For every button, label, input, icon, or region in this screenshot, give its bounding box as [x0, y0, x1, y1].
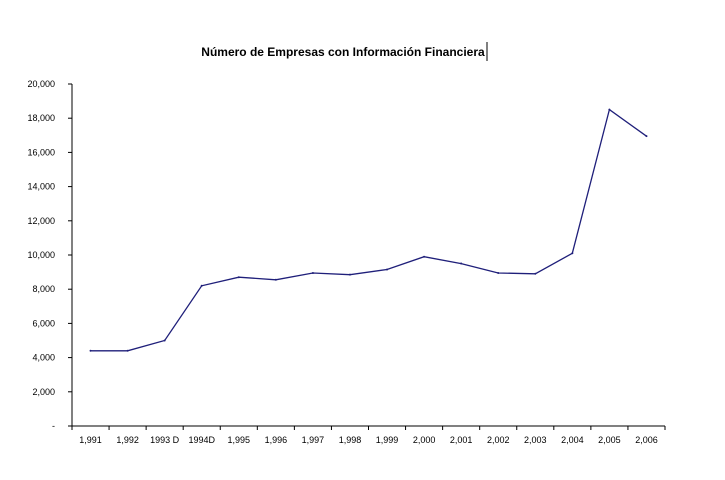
- data-point: [274, 278, 277, 281]
- x-tick-label: 2,006: [635, 435, 658, 445]
- y-tick-label: 20,000: [27, 79, 55, 89]
- x-tick-label: 1,997: [302, 435, 325, 445]
- data-point: [163, 339, 166, 342]
- x-tick-label: 2,000: [413, 435, 436, 445]
- x-tick-label: 2,002: [487, 435, 510, 445]
- y-tick-label: -: [52, 421, 55, 431]
- y-tick-label: 12,000: [27, 216, 55, 226]
- chart-title: Número de Empresas con Información Finan…: [201, 45, 485, 59]
- y-tick-label: 16,000: [27, 147, 55, 157]
- x-tick-label: 1,995: [228, 435, 251, 445]
- data-point: [386, 268, 389, 271]
- y-tick-label: 2,000: [32, 387, 55, 397]
- data-point: [89, 349, 92, 352]
- x-tick-label: 1,992: [116, 435, 139, 445]
- x-tick-label: 1,991: [79, 435, 102, 445]
- y-tick-label: 14,000: [27, 182, 55, 192]
- data-point: [348, 273, 351, 276]
- x-tick-label: 1994D: [188, 435, 215, 445]
- series-line: [90, 108, 647, 352]
- data-point: [497, 271, 500, 274]
- data-point: [608, 108, 611, 111]
- y-tick-label: 10,000: [27, 250, 55, 260]
- data-point: [534, 272, 537, 275]
- data-point: [460, 262, 463, 265]
- x-tick-label: 1993 D: [150, 435, 180, 445]
- series-layer: [89, 108, 648, 352]
- x-tick-label: 1,999: [376, 435, 399, 445]
- y-ticks: - 2,000 4,000 6,000 8,000 10,000 12,000 14,000 1…: [27, 79, 72, 431]
- axes: [71, 84, 665, 427]
- data-point: [645, 135, 648, 138]
- data-point: [311, 271, 314, 274]
- y-tick-label: 6,000: [32, 318, 55, 328]
- data-point: [423, 255, 426, 258]
- x-tick-label: 1,996: [265, 435, 288, 445]
- x-tick-label: 2,003: [524, 435, 547, 445]
- x-tick-label: 2,001: [450, 435, 473, 445]
- x-tick-label: 2,004: [561, 435, 584, 445]
- x-tick-label: 1,998: [339, 435, 362, 445]
- data-point: [571, 252, 574, 255]
- y-tick-label: 8,000: [32, 284, 55, 294]
- y-tick-label: 4,000: [32, 353, 55, 363]
- data-point: [126, 349, 129, 352]
- data-point: [200, 284, 203, 287]
- x-tick-label: 2,005: [598, 435, 621, 445]
- data-point: [237, 276, 240, 279]
- y-tick-label: 18,000: [27, 113, 55, 123]
- x-ticks: 1,991 1,992 1993 D 1994D 1,995 1,996 1,997 1,99…: [71, 426, 666, 445]
